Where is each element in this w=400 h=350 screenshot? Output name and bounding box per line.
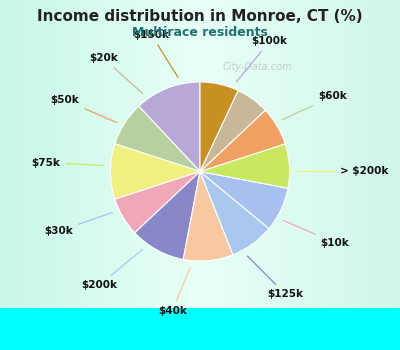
Text: $50k: $50k <box>51 95 116 122</box>
Text: $75k: $75k <box>31 158 103 168</box>
Wedge shape <box>200 82 238 172</box>
Text: $60k: $60k <box>282 91 347 120</box>
Text: $30k: $30k <box>44 212 112 236</box>
Wedge shape <box>139 82 200 172</box>
Text: $40k: $40k <box>158 268 190 316</box>
Text: $10k: $10k <box>284 220 349 248</box>
Wedge shape <box>115 172 200 233</box>
Wedge shape <box>115 106 200 172</box>
Text: $125k: $125k <box>247 256 304 299</box>
Text: > $200k: > $200k <box>297 167 388 176</box>
Wedge shape <box>200 172 288 229</box>
Text: $20k: $20k <box>89 53 143 93</box>
Wedge shape <box>200 144 290 188</box>
Text: Income distribution in Monroe, CT (%): Income distribution in Monroe, CT (%) <box>37 9 363 24</box>
Wedge shape <box>135 172 200 259</box>
Text: $150k: $150k <box>134 30 178 77</box>
Wedge shape <box>183 172 233 261</box>
Wedge shape <box>110 144 200 199</box>
Text: City-Data.com: City-Data.com <box>223 62 292 72</box>
Wedge shape <box>200 172 269 255</box>
Text: $100k: $100k <box>236 36 288 82</box>
Wedge shape <box>200 110 285 172</box>
Wedge shape <box>200 91 265 172</box>
Text: $200k: $200k <box>82 250 142 290</box>
Text: Multirace residents: Multirace residents <box>132 26 268 39</box>
